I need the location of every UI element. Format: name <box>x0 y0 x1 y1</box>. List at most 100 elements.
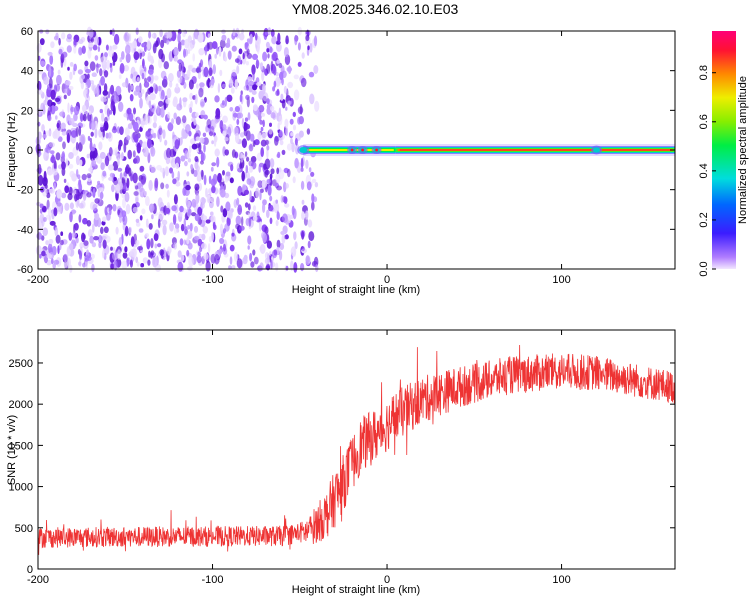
noise-speckle <box>56 189 62 199</box>
noise-speckle <box>251 90 257 95</box>
noise-speckle <box>222 115 228 123</box>
noise-speckle <box>308 167 312 173</box>
noise-speckle <box>259 119 264 125</box>
colorbar-label: Normalized spectral amplitude <box>737 76 749 224</box>
noise-speckle <box>77 69 83 75</box>
noise-speckle <box>251 96 255 104</box>
noise-speckle <box>313 35 318 47</box>
noise-speckle <box>268 128 273 135</box>
noise-speckle <box>275 219 279 227</box>
noise-speckle <box>57 245 60 255</box>
noise-speckle <box>229 256 233 265</box>
noise-speckle <box>199 137 205 144</box>
noise-speckle <box>91 160 97 167</box>
noise-speckle <box>78 182 83 193</box>
noise-speckle <box>133 107 136 115</box>
noise-speckle <box>99 151 106 160</box>
noise-speckle <box>98 141 103 151</box>
noise-speckle <box>214 148 220 157</box>
noise-speckle <box>108 147 113 157</box>
noise-speckle <box>101 220 106 226</box>
noise-speckle <box>71 130 77 138</box>
noise-speckle <box>224 56 228 62</box>
noise-speckle <box>271 36 277 45</box>
noise-speckle <box>230 71 237 81</box>
noise-speckle <box>264 169 270 176</box>
noise-speckle <box>285 106 288 111</box>
noise-speckle <box>115 226 119 235</box>
noise-speckle <box>273 80 277 88</box>
noise-speckle <box>261 180 267 189</box>
noise-speckle <box>188 208 192 216</box>
noise-speckle <box>148 203 155 213</box>
noise-speckle <box>159 167 165 173</box>
noise-speckle <box>142 257 149 264</box>
noise-speckle <box>56 201 62 212</box>
noise-speckle <box>109 207 112 216</box>
noise-speckle <box>198 87 204 98</box>
noise-speckle <box>135 239 140 246</box>
noise-speckle <box>242 256 248 265</box>
noise-speckle <box>172 131 175 140</box>
noise-speckle <box>307 219 313 228</box>
snr-y-axis: 0 500 1000 1500 2000 2500 <box>9 358 675 576</box>
noise-speckle <box>224 137 229 142</box>
noise-speckle <box>292 176 296 184</box>
noise-speckle <box>124 246 128 253</box>
noise-speckle <box>270 112 276 119</box>
noise-speckle <box>168 72 174 83</box>
x-tick-label: -200 <box>27 274 49 286</box>
noise-speckle <box>88 110 92 115</box>
noise-speckle <box>260 139 267 147</box>
noise-speckle <box>248 144 254 152</box>
noise-speckle <box>269 158 275 169</box>
noise-speckle <box>283 47 289 58</box>
noise-speckle <box>133 191 139 196</box>
noise-speckle <box>273 249 278 256</box>
noise-speckle <box>172 178 177 185</box>
noise-speckle <box>180 39 186 46</box>
noise-speckle <box>154 243 158 249</box>
noise-speckle <box>231 265 236 270</box>
noise-speckle <box>228 265 232 270</box>
noise-speckle <box>123 142 127 153</box>
noise-speckle <box>92 44 98 51</box>
noise-speckle <box>124 225 129 237</box>
noise-speckle <box>58 48 63 55</box>
noise-speckle <box>254 139 260 146</box>
noise-speckle <box>246 76 253 82</box>
noise-speckle <box>146 39 151 50</box>
noise-speckle <box>219 237 225 245</box>
noise-speckle <box>161 219 168 226</box>
noise-speckle <box>281 99 286 109</box>
noise-speckle <box>279 250 283 261</box>
noise-speckle <box>181 78 185 84</box>
noise-speckle <box>144 114 149 126</box>
noise-speckle <box>153 75 159 81</box>
snr-series-line <box>37 344 676 555</box>
noise-speckle <box>188 65 193 71</box>
noise-speckle <box>285 35 289 45</box>
noise-speckle <box>126 135 131 141</box>
noise-speckle <box>264 30 268 36</box>
noise-speckle <box>179 205 184 213</box>
noise-speckle <box>57 136 63 143</box>
noise-speckle <box>160 182 165 190</box>
noise-speckle <box>77 122 84 129</box>
noise-speckle <box>40 60 46 67</box>
noise-speckle <box>41 124 45 132</box>
noise-speckle <box>146 238 151 250</box>
noise-speckle <box>125 203 131 215</box>
noise-speckle <box>173 227 178 234</box>
noise-speckle <box>158 100 164 107</box>
noise-speckle <box>164 139 168 146</box>
noise-speckle <box>154 180 159 192</box>
noise-speckle <box>291 205 295 216</box>
noise-speckle <box>247 212 251 218</box>
noise-speckle <box>261 70 265 82</box>
spectrogram-noise-region <box>35 26 320 273</box>
noise-speckle <box>266 209 270 219</box>
noise-speckle <box>116 153 122 161</box>
noise-speckle <box>258 104 265 113</box>
noise-speckle <box>252 205 257 212</box>
